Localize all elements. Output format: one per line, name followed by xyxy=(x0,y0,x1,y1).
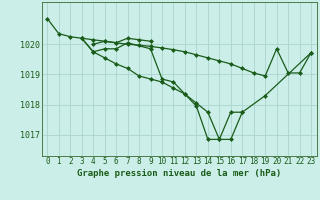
X-axis label: Graphe pression niveau de la mer (hPa): Graphe pression niveau de la mer (hPa) xyxy=(77,169,281,178)
